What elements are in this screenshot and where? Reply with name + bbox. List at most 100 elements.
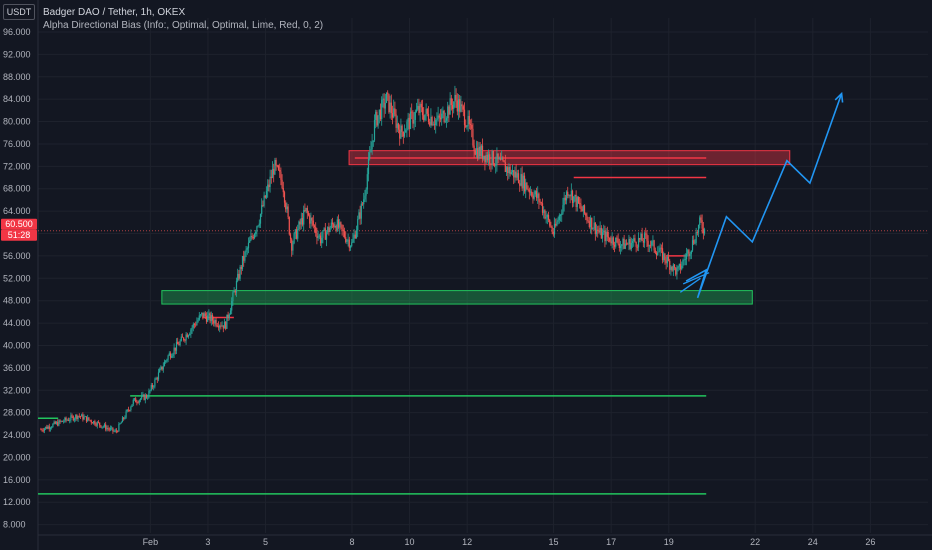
candle-up [658,251,660,253]
candle-up [534,191,536,195]
candle-up [475,148,478,155]
candle-up [214,319,216,324]
candle-down [57,422,59,426]
candle-up [111,427,113,429]
candle-up [562,205,564,214]
candle-down [213,320,215,324]
indicator-label[interactable]: Alpha Directional Bias (Info:, Optimal, … [43,20,324,31]
candle-up [189,333,191,336]
candle-down [217,326,220,328]
candle-up [168,353,170,356]
candle-down [504,162,506,173]
candle-up [417,105,419,110]
symbol-title[interactable]: Badger DAO / Tether, 1h, OKEX [43,7,186,18]
candle-up [430,117,432,126]
candle-up [495,164,497,166]
candle-up [657,252,659,256]
candle-down [641,233,643,241]
candle-up [556,221,558,226]
candle-up [271,168,274,179]
candle-down [515,171,517,178]
candle-down [319,235,322,244]
candle-down [473,145,475,151]
candle-down [129,410,131,411]
candle-up [165,360,167,362]
candle-up [261,205,263,215]
candle-up [69,420,71,421]
candle-up [485,154,487,163]
candle-down [438,115,440,118]
candle-up [223,321,226,329]
candle-down [342,229,344,232]
candle-down [532,195,534,199]
candle-down [427,113,430,122]
candle-up [403,132,406,137]
candle-up [199,314,202,316]
candle-up [516,173,518,178]
candle-down [94,421,96,425]
time-tick-label: 12 [462,537,472,547]
candle-down [502,157,504,161]
candle-up [255,231,257,234]
candle-up [396,123,398,128]
candle-down [376,111,378,126]
time-tick-label: 8 [349,537,354,547]
candle-down [282,188,284,193]
candle-down [448,106,450,115]
candle-down [289,234,292,240]
candle-up [381,99,383,120]
currency-unit-badge[interactable]: USDT [3,4,35,20]
candle-up [628,238,630,245]
candle-up [118,423,120,432]
candle-down [85,416,88,422]
candle-up [382,98,384,100]
candle-up [483,155,485,160]
candle-up [449,98,451,115]
candle-up [191,327,193,330]
candle-down [702,228,704,234]
price-tick-label: 32.000 [3,385,31,395]
candle-up [142,394,144,396]
candle-up [406,121,408,131]
candle-down [279,170,281,172]
candle-up [352,239,354,243]
candle-up [139,398,142,401]
candle-up [269,176,271,188]
candle-down [251,235,253,238]
price-tick-label: 56.000 [3,251,31,261]
candle-down [701,220,703,229]
candle-up [297,229,299,239]
candle-up [321,237,323,244]
candle-up [691,240,694,251]
candle-down [202,312,204,318]
candle-up [258,223,260,226]
candle-up [413,119,415,124]
candle-down [71,415,73,417]
candle-up [221,325,223,327]
candle-down [443,110,445,122]
candle-down [547,214,550,220]
candle-down [72,416,74,421]
candle-up [652,240,654,242]
candle-up [561,213,563,215]
candle-up [454,94,456,102]
candle-up [436,119,438,120]
candle-down [40,429,42,431]
candle-down [115,430,118,432]
candle-up [601,232,604,239]
candle-down [540,202,542,204]
candle-down [612,237,614,245]
candle-up [498,158,500,160]
candle-up [637,238,640,248]
candle-up [543,210,545,213]
candle-down [65,417,67,421]
candle-down [579,203,581,205]
candle-up [424,114,426,121]
candle-up [400,125,402,139]
candle-up [47,426,49,429]
candle-down [552,231,554,235]
candle-up [599,227,601,233]
candle-up [624,243,626,249]
